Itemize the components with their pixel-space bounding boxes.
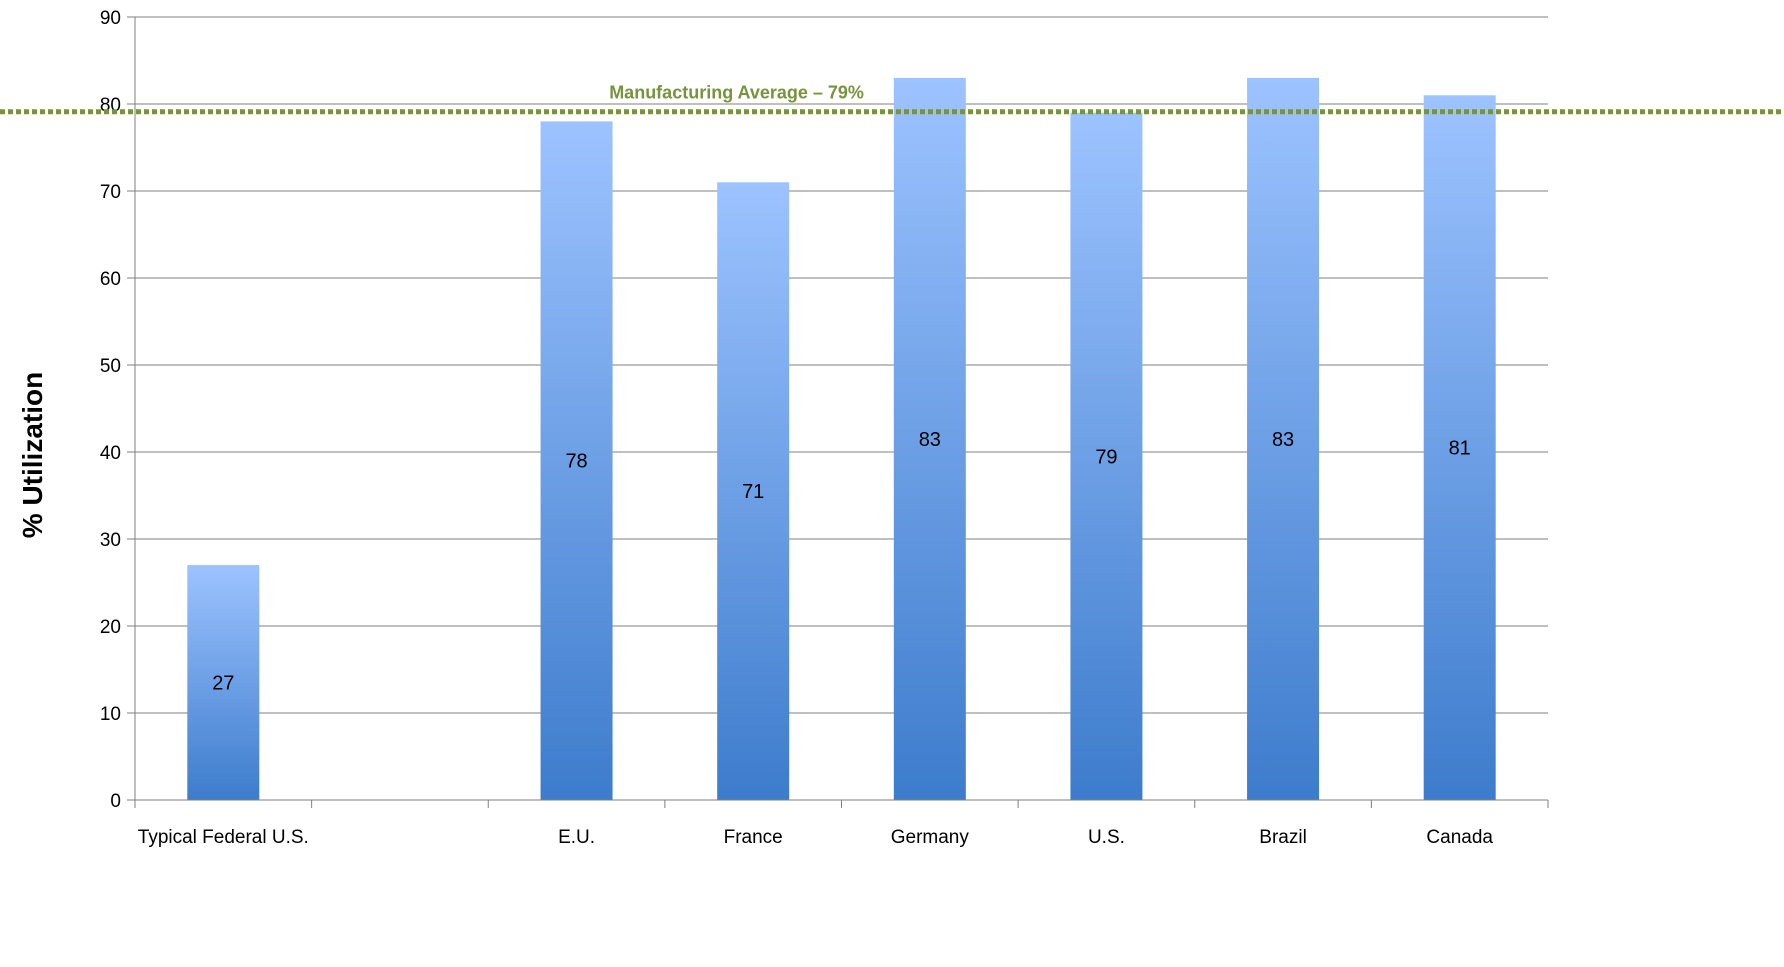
x-tick-label: France — [724, 827, 783, 848]
y-tick-labels: 0 10 20 30 40 50 60 70 80 90 — [100, 8, 121, 812]
reference-line-label: Manufacturing Average – 79% — [609, 83, 864, 103]
y-tick-label: 0 — [110, 791, 121, 812]
y-tick-label: 30 — [100, 530, 121, 551]
x-tick-label: Typical Federal U.S. — [138, 827, 309, 848]
data-label: 83 — [919, 429, 941, 451]
y-axis-title: % Utilization — [17, 372, 48, 538]
x-tick-label: Brazil — [1259, 827, 1307, 848]
data-label: 78 — [565, 451, 587, 473]
axes — [134, 17, 1549, 808]
bars — [187, 77, 1496, 801]
bar — [1247, 77, 1320, 800]
data-label: 79 — [1095, 446, 1117, 468]
data-label: 71 — [742, 481, 764, 503]
x-tick-label: E.U. — [558, 827, 595, 848]
y-tick-label: 20 — [100, 617, 121, 638]
bar — [1423, 95, 1496, 801]
x-tick-label: Germany — [891, 827, 970, 848]
reference-line-group: Manufacturing Average – 79% — [0, 83, 1784, 115]
data-label: 27 — [212, 673, 234, 695]
bar — [717, 182, 790, 801]
bar — [893, 77, 966, 800]
gridlines — [127, 16, 1548, 801]
x-tick-labels: Typical Federal U.S. E.U. France Germany U.S… — [138, 827, 1494, 848]
y-tick-label: 70 — [100, 182, 121, 203]
bar — [187, 565, 260, 800]
data-label: 81 — [1449, 438, 1471, 460]
bar — [540, 121, 613, 800]
y-tick-label: 50 — [100, 356, 121, 377]
data-label: 83 — [1272, 429, 1294, 451]
y-tick-label: 90 — [100, 8, 121, 29]
bar — [1070, 112, 1143, 800]
y-tick-label: 80 — [100, 95, 121, 116]
x-tick-label: Canada — [1426, 827, 1493, 848]
x-tick-label: U.S. — [1088, 827, 1125, 848]
y-tick-label: 60 — [100, 269, 121, 290]
data-labels: 27 78 71 83 79 83 81 — [212, 429, 1471, 695]
y-tick-label: 40 — [100, 443, 121, 464]
y-tick-label: 10 — [100, 704, 121, 725]
